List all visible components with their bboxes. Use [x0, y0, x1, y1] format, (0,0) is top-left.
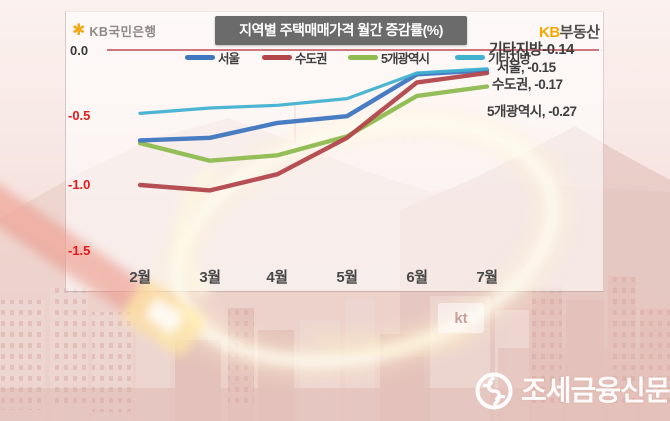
kb-bank-logo: ✱ KB국민은행 [72, 21, 156, 40]
legend-item-gita: 기타지방 [455, 50, 531, 66]
annotation-metro5: 5개광역시, -0.27 [487, 104, 577, 119]
kb-star-icon: ✱ [72, 21, 86, 39]
xlabel-feb: 2월 [129, 269, 151, 286]
ytick-neg0.5: -0.5 [68, 108, 91, 123]
press-logo-text: 조세금융신문 [521, 375, 670, 406]
legend-swatch-seoul [185, 54, 215, 60]
legend-item-sudogwon: 수도권 [262, 50, 328, 66]
ytick-neg1.0: -1.0 [68, 177, 91, 192]
legend-label-sudogwon: 수도권 [295, 51, 328, 66]
xlabel-mar: 3월 [199, 269, 221, 286]
kt-building-sign: kt [438, 303, 484, 333]
xlabel-may: 5월 [336, 269, 358, 286]
legend-item-seoul: 서울 [185, 50, 240, 66]
xlabel-jun: 6월 [406, 269, 428, 286]
zero-gridline [107, 49, 599, 51]
legend-swatch-metro5 [348, 54, 378, 60]
legend-swatch-sudogwon [262, 54, 292, 60]
kb-brand-kb: KB [539, 24, 560, 41]
press-watermark: 조세금융신문 [474, 371, 670, 411]
kb-real-estate-brand: KB부동산 [539, 21, 600, 42]
kb-brand-rest: 부동산 [559, 24, 600, 41]
annotation-seoul: 서울, -0.15 [497, 60, 556, 75]
legend-label-seoul: 서울 [218, 51, 240, 66]
ytick-0.0: 0.0 [70, 43, 89, 58]
legend-label-gita: 기타지방 [488, 51, 531, 66]
xlabel-jul: 7월 [476, 269, 498, 286]
annotation-gita: 기타지방-0.14 [489, 41, 574, 58]
annotation-sudogwon: 수도권, -0.17 [492, 77, 563, 92]
legend-swatch-gita [455, 54, 485, 60]
chart-title: 지역별 주택매매가격 월간 증감률(%) [215, 16, 467, 45]
legend-label-metro5: 5개광역시 [381, 51, 430, 66]
ytick-neg1.5: -1.5 [68, 243, 91, 258]
kb-bank-name: KB국민은행 [89, 25, 157, 39]
press-logo-icon [475, 372, 513, 410]
legend-item-metro5: 5개광역시 [348, 50, 430, 66]
xlabel-apr: 4월 [266, 269, 288, 286]
